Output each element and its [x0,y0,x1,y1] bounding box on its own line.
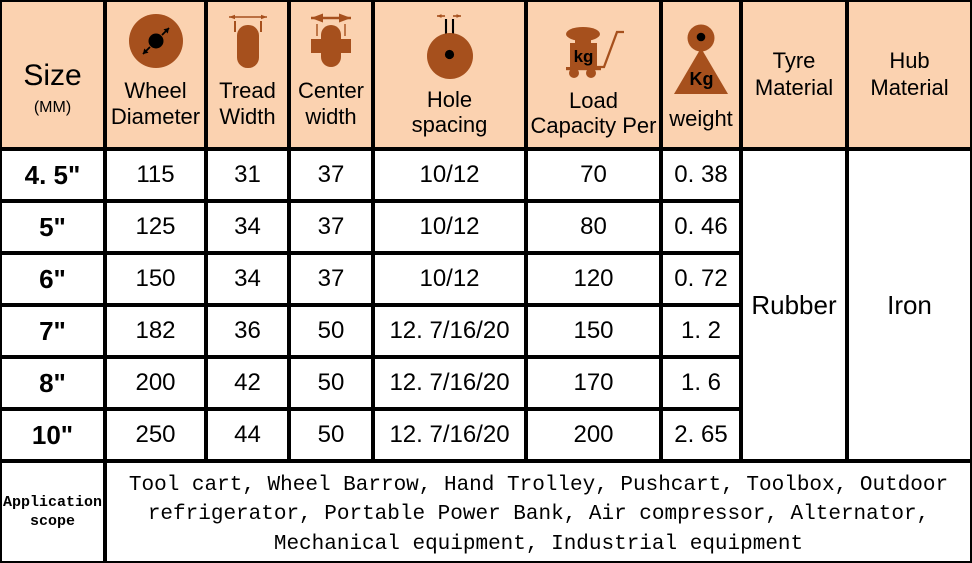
svg-text:Kg: Kg [690,69,714,89]
svg-text:kg: kg [574,47,594,66]
